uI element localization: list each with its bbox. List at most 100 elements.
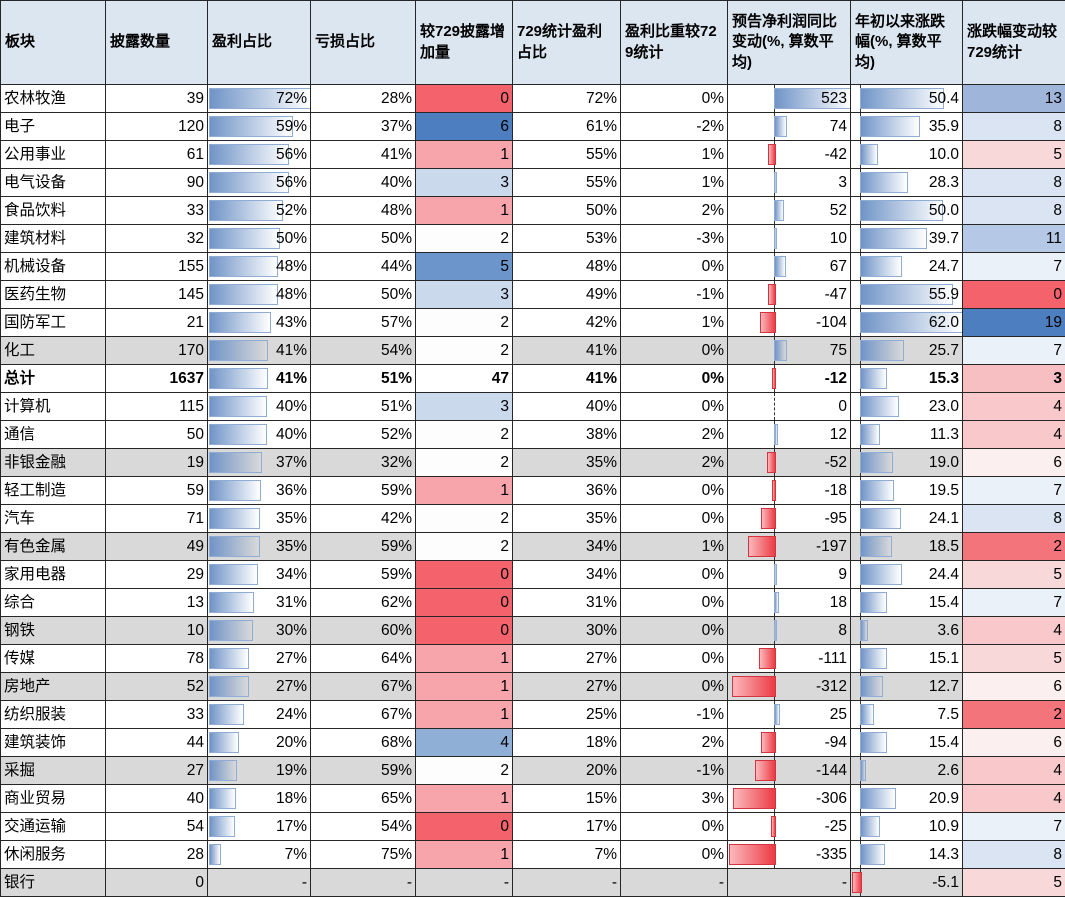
cell-forecast[interactable]: 25 <box>727 700 851 729</box>
cell-forecast[interactable]: 3 <box>727 168 851 197</box>
cell-stat729[interactable]: 72% <box>512 84 621 113</box>
cell-loss[interactable]: 51% <box>310 392 416 421</box>
header-cell-profit-ratio[interactable]: 盈利占比 <box>207 0 311 85</box>
header-cell-change-vs-729[interactable]: 涨跌幅变动较729统计 <box>962 0 1065 85</box>
cell-forecast[interactable]: -47 <box>727 280 851 309</box>
cell-ytd[interactable]: 35.9 <box>850 112 963 141</box>
cell-ytd[interactable]: 24.4 <box>850 560 963 589</box>
cell-chg[interactable]: 5 <box>962 140 1065 169</box>
cell-name[interactable]: 电气设备 <box>0 168 106 197</box>
cell-profit[interactable]: 41% <box>207 364 311 393</box>
cell-ytd[interactable]: 10.9 <box>850 812 963 841</box>
cell-stat729[interactable]: 18% <box>512 728 621 757</box>
cell-loss[interactable]: 64% <box>310 644 416 673</box>
cell-forecast[interactable]: 67 <box>727 252 851 281</box>
cell-delta[interactable]: 5 <box>415 252 513 281</box>
cell-profit[interactable]: 24% <box>207 700 311 729</box>
cell-profit[interactable]: 72% <box>207 84 311 113</box>
cell-count[interactable]: 59 <box>105 476 208 505</box>
cell-forecast[interactable]: -104 <box>727 308 851 337</box>
cell-weight[interactable]: 1% <box>620 168 728 197</box>
cell-delta[interactable]: 1 <box>415 140 513 169</box>
cell-delta[interactable]: 2 <box>415 308 513 337</box>
cell-profit[interactable]: 56% <box>207 168 311 197</box>
cell-weight[interactable]: 0% <box>620 616 728 645</box>
cell-stat729[interactable]: 7% <box>512 840 621 869</box>
cell-chg[interactable]: 0 <box>962 280 1065 309</box>
cell-delta[interactable]: 2 <box>415 504 513 533</box>
cell-weight[interactable]: 0% <box>620 812 728 841</box>
cell-forecast[interactable]: -312 <box>727 672 851 701</box>
cell-forecast[interactable]: 18 <box>727 588 851 617</box>
cell-delta[interactable]: 2 <box>415 224 513 253</box>
cell-ytd[interactable]: 55.9 <box>850 280 963 309</box>
cell-count[interactable]: 13 <box>105 588 208 617</box>
cell-count[interactable]: 61 <box>105 140 208 169</box>
cell-profit[interactable]: 35% <box>207 504 311 533</box>
cell-forecast[interactable]: -95 <box>727 504 851 533</box>
cell-profit[interactable]: 50% <box>207 224 311 253</box>
cell-name[interactable]: 通信 <box>0 420 106 449</box>
cell-loss[interactable]: 65% <box>310 784 416 813</box>
cell-count[interactable]: 28 <box>105 840 208 869</box>
cell-name[interactable]: 化工 <box>0 336 106 365</box>
cell-chg[interactable]: 8 <box>962 840 1065 869</box>
cell-stat729[interactable]: 34% <box>512 560 621 589</box>
header-cell-profit-weight-vs-729[interactable]: 盈利比重较729统计 <box>620 0 728 85</box>
cell-stat729[interactable]: 17% <box>512 812 621 841</box>
cell-ytd[interactable]: 14.3 <box>850 840 963 869</box>
cell-weight[interactable]: 0% <box>620 252 728 281</box>
header-cell-forecast-netprofit-change[interactable]: 预告净利润同比变动(%, 算数平均) <box>727 0 851 85</box>
cell-chg[interactable]: 8 <box>962 168 1065 197</box>
cell-profit[interactable]: 56% <box>207 140 311 169</box>
cell-name[interactable]: 公用事业 <box>0 140 106 169</box>
cell-delta[interactable]: 0 <box>415 560 513 589</box>
cell-profit[interactable]: 20% <box>207 728 311 757</box>
cell-stat729[interactable]: 35% <box>512 448 621 477</box>
cell-stat729[interactable]: 50% <box>512 196 621 225</box>
cell-forecast[interactable]: -111 <box>727 644 851 673</box>
cell-stat729[interactable]: 27% <box>512 672 621 701</box>
cell-delta[interactable]: 0 <box>415 84 513 113</box>
cell-count[interactable]: 50 <box>105 420 208 449</box>
header-cell-729-profit-ratio[interactable]: 729统计盈利占比 <box>512 0 621 85</box>
cell-stat729[interactable]: 35% <box>512 504 621 533</box>
cell-weight[interactable]: - <box>620 868 728 897</box>
cell-ytd[interactable]: 28.3 <box>850 168 963 197</box>
cell-weight[interactable]: 0% <box>620 336 728 365</box>
cell-loss[interactable]: 59% <box>310 532 416 561</box>
cell-ytd[interactable]: 2.6 <box>850 756 963 785</box>
cell-delta[interactable]: 3 <box>415 280 513 309</box>
cell-delta[interactable]: 1 <box>415 700 513 729</box>
cell-name[interactable]: 国防军工 <box>0 308 106 337</box>
cell-loss[interactable]: 28% <box>310 84 416 113</box>
cell-forecast[interactable]: -144 <box>727 756 851 785</box>
cell-ytd[interactable]: 15.4 <box>850 728 963 757</box>
cell-weight[interactable]: -1% <box>620 700 728 729</box>
cell-delta[interactable]: 0 <box>415 588 513 617</box>
cell-chg[interactable]: 11 <box>962 224 1065 253</box>
cell-profit[interactable]: 59% <box>207 112 311 141</box>
cell-name[interactable]: 总计 <box>0 364 106 393</box>
cell-ytd[interactable]: 19.5 <box>850 476 963 505</box>
cell-ytd[interactable]: 15.1 <box>850 644 963 673</box>
cell-profit[interactable]: 41% <box>207 336 311 365</box>
cell-loss[interactable]: 59% <box>310 560 416 589</box>
cell-stat729[interactable]: 61% <box>512 112 621 141</box>
cell-count[interactable]: 32 <box>105 224 208 253</box>
cell-chg[interactable]: 8 <box>962 504 1065 533</box>
cell-ytd[interactable]: 15.3 <box>850 364 963 393</box>
cell-name[interactable]: 钢铁 <box>0 616 106 645</box>
cell-ytd[interactable]: 12.7 <box>850 672 963 701</box>
cell-stat729[interactable]: 55% <box>512 140 621 169</box>
cell-stat729[interactable]: 55% <box>512 168 621 197</box>
cell-profit[interactable]: 7% <box>207 840 311 869</box>
cell-weight[interactable]: 0% <box>620 504 728 533</box>
cell-delta[interactable]: 1 <box>415 672 513 701</box>
cell-forecast[interactable]: -335 <box>727 840 851 869</box>
cell-count[interactable]: 155 <box>105 252 208 281</box>
cell-ytd[interactable]: -5.1 <box>850 868 963 897</box>
cell-count[interactable]: 1637 <box>105 364 208 393</box>
cell-count[interactable]: 120 <box>105 112 208 141</box>
cell-chg[interactable]: 8 <box>962 196 1065 225</box>
